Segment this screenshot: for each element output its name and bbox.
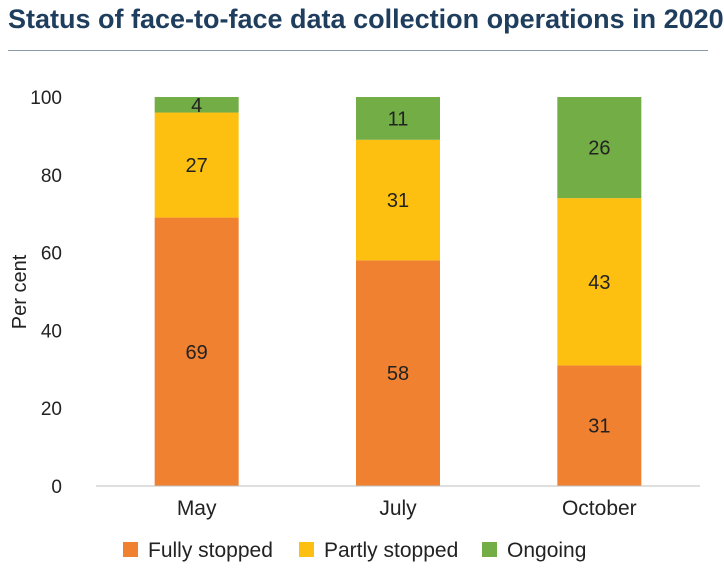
legend-swatch	[482, 542, 497, 557]
legend-label: Fully stopped	[148, 539, 273, 562]
chart-title: Status of face-to-face data collection o…	[8, 4, 724, 34]
data-label: 31	[387, 190, 409, 212]
y-tick-label: 20	[41, 399, 62, 420]
data-label: 58	[387, 363, 409, 385]
bar-segment	[557, 198, 642, 366]
y-tick-label: 60	[41, 244, 62, 265]
bar-segment	[356, 260, 440, 486]
y-tick-label: 100	[30, 88, 62, 109]
bar-segment	[154, 217, 239, 486]
y-tick-label: 0	[51, 477, 62, 498]
legend-swatch	[123, 542, 138, 557]
data-label: 26	[588, 138, 610, 160]
y-tick-label: 80	[41, 166, 62, 187]
bar-segment	[154, 112, 239, 218]
bar-segment	[356, 139, 440, 261]
y-axis-label: Per cent	[9, 254, 31, 329]
legend: Fully stopped Partly stopped Ongoing	[123, 539, 586, 562]
x-tick-label: May	[177, 497, 217, 520]
bars: 69 27 4 58 31 11 31 43 26	[154, 95, 642, 486]
legend-label: Ongoing	[507, 539, 586, 562]
x-tick-label: October	[562, 497, 637, 520]
data-label: 27	[186, 155, 208, 177]
y-axis-ticks: 0 20 40 60 80 100	[30, 88, 62, 498]
bar-segment	[154, 97, 239, 113]
data-label: 4	[191, 95, 202, 117]
x-tick-label: July	[379, 497, 417, 520]
data-label: 69	[186, 342, 208, 364]
legend-label: Partly stopped	[324, 539, 458, 562]
bar-segment	[557, 97, 642, 199]
data-label: 31	[588, 416, 610, 438]
y-tick-label: 40	[41, 321, 62, 342]
data-label: 43	[588, 272, 610, 294]
bar-segment	[356, 97, 440, 140]
title-divider	[8, 50, 708, 51]
x-axis-labels: May July October	[177, 497, 637, 520]
data-label: 11	[388, 108, 409, 130]
legend-swatch	[299, 542, 314, 557]
bar-segment	[557, 365, 642, 486]
